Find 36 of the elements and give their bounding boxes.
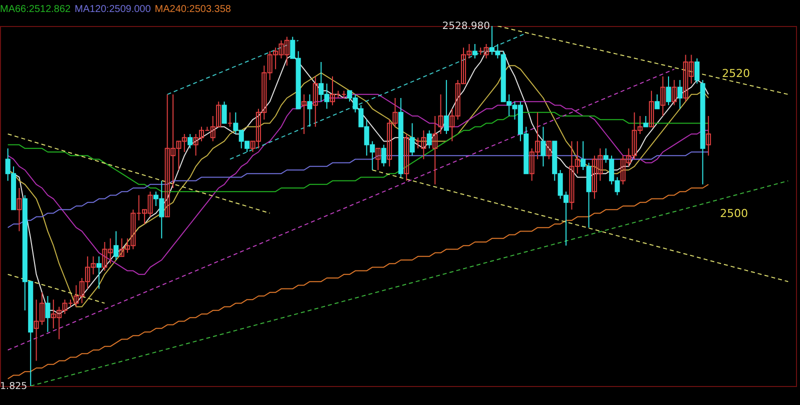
candlestick bbox=[666, 76, 672, 106]
candlestick bbox=[96, 256, 102, 290]
candlestick bbox=[677, 80, 682, 110]
candlestick bbox=[432, 116, 438, 185]
candlestick bbox=[410, 122, 415, 156]
candlestick bbox=[114, 230, 119, 260]
candlestick bbox=[302, 94, 307, 134]
annotation: 2500 bbox=[720, 207, 748, 220]
candlestick bbox=[706, 116, 711, 156]
candlestick bbox=[438, 94, 444, 134]
candlestick bbox=[472, 44, 478, 59]
candlestick bbox=[376, 148, 381, 170]
annotation: 2520 bbox=[722, 67, 750, 80]
candlestick bbox=[381, 144, 386, 167]
candlestick bbox=[643, 116, 648, 128]
candlestick bbox=[660, 76, 666, 116]
text: MA240:2503.358 bbox=[154, 4, 231, 15]
candlestick bbox=[672, 80, 677, 106]
annotation: 1.825 bbox=[0, 381, 28, 392]
candlestick bbox=[426, 130, 432, 149]
candlestick bbox=[312, 76, 318, 128]
candlestick bbox=[654, 94, 660, 110]
candlestick bbox=[546, 140, 552, 160]
candlestick bbox=[16, 188, 22, 232]
candlestick bbox=[222, 101, 227, 124]
candlestick bbox=[188, 134, 193, 149]
text: MA66:2512.862 bbox=[0, 4, 71, 15]
candlestick bbox=[540, 126, 546, 167]
candlestick bbox=[307, 94, 312, 128]
candlestick bbox=[648, 90, 654, 128]
annotation: 2528.980 bbox=[442, 21, 490, 32]
candlestick bbox=[404, 134, 410, 182]
text: MA120:2509.000 bbox=[74, 4, 151, 15]
candlestick bbox=[45, 296, 50, 332]
candlestick bbox=[444, 80, 449, 134]
candlestick bbox=[694, 58, 700, 84]
